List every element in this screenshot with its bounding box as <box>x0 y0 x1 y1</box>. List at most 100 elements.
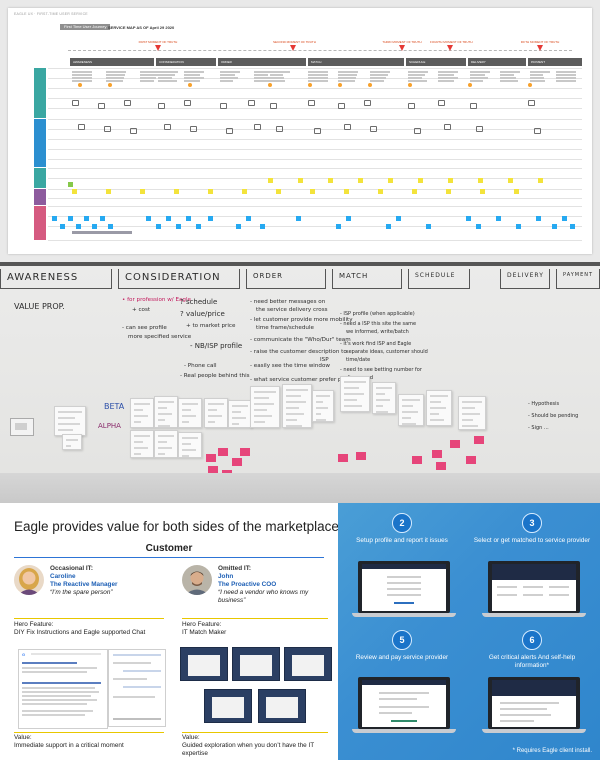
map-device-icon <box>476 126 483 132</box>
wb-note: separate ideas, customer should <box>346 349 428 355</box>
wb-note: - Should be pending <box>528 413 579 419</box>
sticky-note <box>68 216 73 221</box>
value-text: Immediate support in a critical moment <box>14 742 124 749</box>
wb-printout <box>228 400 252 428</box>
map-text-line <box>556 77 576 79</box>
map-text-line <box>308 77 328 79</box>
service-map-small-title: EAGLE UX · FIRST-TIME USER SERVICE <box>14 12 88 16</box>
sticky-note <box>310 189 315 194</box>
sticky-note <box>536 216 541 221</box>
service-map-timeline <box>68 50 572 51</box>
footnote: * Requires Eagle client install. <box>512 748 592 754</box>
map-row-divider <box>48 119 582 120</box>
customer-divider <box>14 557 324 558</box>
map-text-line <box>308 74 328 76</box>
map-text-line <box>72 74 92 76</box>
persona-role: The Proactive COO <box>218 581 277 588</box>
sticky-note <box>236 224 241 229</box>
map-text-line <box>500 71 520 73</box>
map-phase-bar: SCHEDULE <box>406 58 466 66</box>
laptop-icon <box>482 561 586 617</box>
wb-printout <box>340 376 370 412</box>
wb-printout <box>154 430 178 458</box>
step-select-provider: 3 Select or get matched to service provi… <box>472 513 592 545</box>
map-device-icon <box>414 128 421 134</box>
wb-note: - what service customer prefer pending <box>250 377 361 383</box>
sticky-note <box>206 454 216 462</box>
map-row-divider <box>48 88 582 89</box>
wb-note: - Phone call <box>184 363 217 369</box>
map-text-line <box>408 74 425 76</box>
map-text-line <box>270 80 285 82</box>
customer-heading: Customer <box>145 543 193 554</box>
map-row-divider <box>48 240 582 241</box>
persona-type: Omitted IT: <box>218 565 252 572</box>
sticky-note <box>174 189 179 194</box>
wb-phase-schedule: SCHEDULE <box>408 269 470 289</box>
map-row-divider <box>48 108 582 109</box>
chat-screenshot <box>108 649 166 727</box>
map-text-line <box>338 74 357 76</box>
map-text-line <box>500 77 516 79</box>
map-text-line <box>338 77 356 79</box>
wb-phase-delivery: DELIVERY <box>500 269 550 289</box>
sticky-note <box>480 189 485 194</box>
sticky-note <box>156 224 161 229</box>
sticky-note <box>450 440 460 448</box>
sticky-note <box>396 216 401 221</box>
map-row-divider <box>48 206 582 207</box>
sticky-note <box>478 178 483 183</box>
sticky-note <box>446 189 451 194</box>
map-status-dot <box>108 83 112 87</box>
step-number-badge: 3 <box>522 513 542 533</box>
milestone-marker: FIFTH MOMENT OF TRUTH <box>520 40 560 51</box>
wb-note: - need a ISP this site the same <box>340 321 417 327</box>
persona-name: Caroline <box>50 573 76 580</box>
wb-note: - it's work find ISP and Eagle <box>340 341 412 347</box>
john-value: Value: Guided exploration when you don’t… <box>182 734 336 758</box>
sticky-note <box>100 216 105 221</box>
step-number-badge: 2 <box>392 513 412 533</box>
wb-printout <box>372 382 396 414</box>
map-text-line <box>254 80 272 82</box>
map-text-line <box>500 74 514 76</box>
sticky-note <box>276 189 281 194</box>
sticky-note <box>242 189 247 194</box>
milestone-marker: THIRD MOMENT OF TRUTH <box>382 40 422 51</box>
service-map-header: SERVICE MAP AS OF April 29 2020 <box>108 25 175 30</box>
map-phase-bar: AWARENESS <box>70 58 154 66</box>
persona-quote: “I’m the spare person” <box>50 589 113 596</box>
step-label: Review and pay service provider <box>355 654 449 661</box>
map-status-dot <box>468 83 472 87</box>
person-avatar-icon <box>182 565 212 595</box>
map-text-line <box>408 80 427 82</box>
map-text-line <box>184 74 200 76</box>
map-status-dot <box>408 83 412 87</box>
wb-note: - ISP profile (when applicable) <box>340 311 415 317</box>
wb-note: time/date <box>346 357 371 363</box>
map-device-icon <box>314 128 321 134</box>
map-text-line <box>220 71 240 73</box>
map-text-line <box>270 71 290 73</box>
wb-note: - Real people behind this <box>180 373 250 379</box>
map-device-icon <box>276 126 283 132</box>
step-label: Get critical alerts And self-help inform… <box>488 654 576 669</box>
map-text-line <box>72 77 92 79</box>
sticky-note <box>196 224 201 229</box>
wb-note: • for profession w/ Eagle <box>122 297 191 303</box>
sticky-note <box>552 224 557 229</box>
map-text-line <box>184 77 204 79</box>
sticky-note <box>298 178 303 183</box>
sticky-note <box>476 224 481 229</box>
map-device-icon <box>190 126 197 132</box>
milestone-label: FOURTH MOMENT OF TRUTH <box>430 40 473 44</box>
map-status-dot <box>308 83 312 87</box>
map-touchpoint-icon <box>248 100 255 106</box>
sticky-note <box>508 178 513 183</box>
service-map-board: EAGLE UX · FIRST-TIME USER SERVICE First… <box>8 8 592 254</box>
map-device-icon <box>370 126 377 132</box>
service-map-tab[interactable]: First Time User Journey <box>60 24 111 30</box>
map-text-line <box>140 71 160 73</box>
map-text-line <box>158 80 177 82</box>
wb-printout <box>130 398 154 428</box>
